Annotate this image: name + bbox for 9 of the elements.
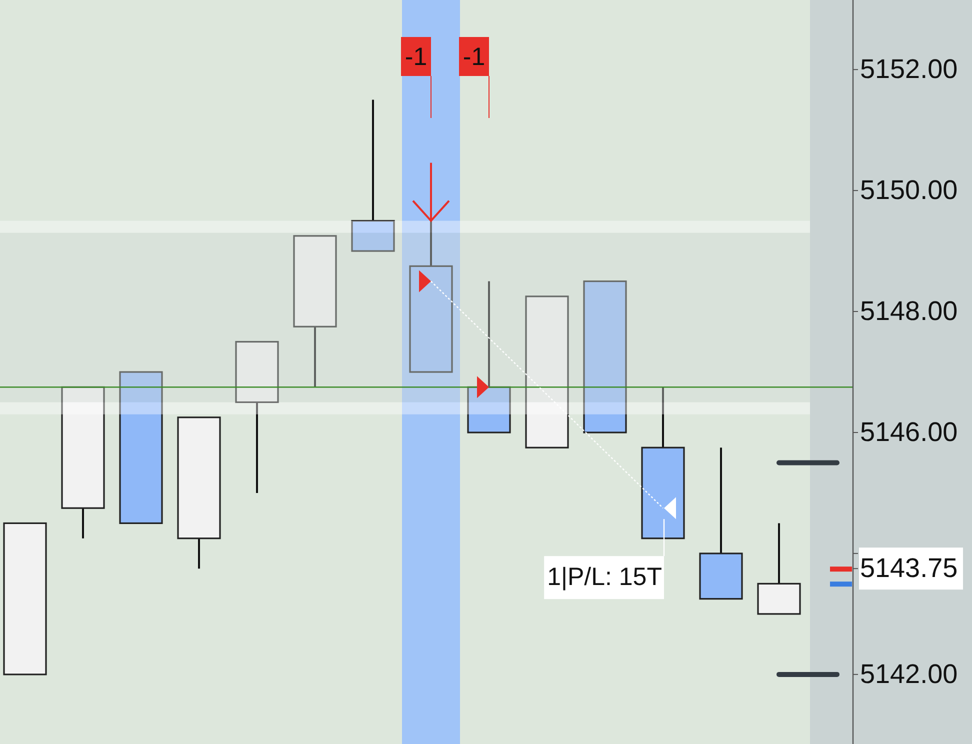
y-tick-label: 5143.75	[860, 553, 958, 584]
y-tick-label: 5148.00	[860, 296, 958, 326]
annotation: -1	[462, 43, 486, 71]
y-tick-label: 5152.00	[860, 54, 958, 84]
y-tick-label: 5142.00	[860, 659, 958, 690]
annotation: -1	[404, 43, 428, 71]
y-tick-label: 5150.00	[860, 175, 958, 206]
annotation: 1|P/L: 15T	[547, 563, 662, 592]
y-tick-label: 5146.00	[860, 417, 958, 448]
